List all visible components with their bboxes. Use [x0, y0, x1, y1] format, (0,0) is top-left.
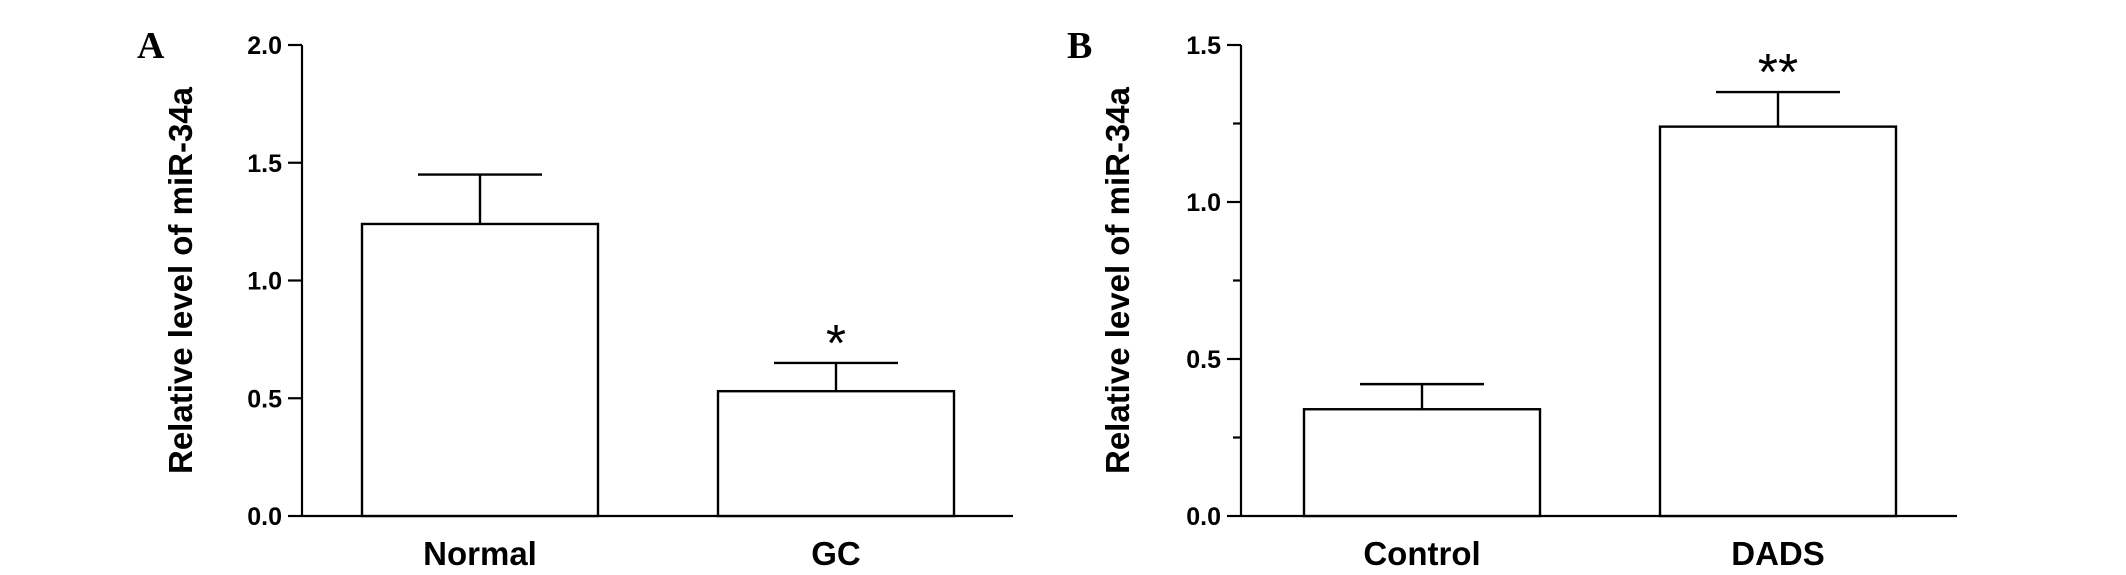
significance-marker: ** [1758, 44, 1798, 102]
y-tick-label: 2.0 [247, 32, 282, 60]
bar-normal [360, 222, 600, 518]
panel-letter: B [1067, 25, 1092, 67]
x-category-label: DADS [1731, 535, 1825, 572]
y-tick-label: 0.0 [1186, 503, 1221, 531]
x-category-label: Control [1363, 535, 1480, 572]
bar-gc [716, 389, 956, 518]
y-axis-title: Relative level of miR-34a [162, 86, 199, 474]
panel-letter: A [137, 25, 165, 67]
bar-control [1302, 408, 1542, 518]
x-category-label: GC [811, 535, 861, 572]
y-tick-label: 0.0 [247, 503, 282, 531]
significance-marker: * [826, 315, 846, 373]
panel-b: B 0.0 0.5 1.0 1.5 Relative level of miR-34a Co… [1067, 25, 1957, 572]
panel-a: A 0.0 0.5 1.0 1.5 2.0 Relative level of miR-34… [137, 25, 1013, 572]
y-tick-label: 0.5 [247, 385, 282, 413]
bar-dads [1658, 125, 1898, 518]
y-axis-title: Relative level of miR-34a [1099, 86, 1136, 474]
y-tick-label: 1.0 [1186, 189, 1221, 217]
y-tick-label: 1.5 [1186, 32, 1221, 60]
y-tick-label: 1.0 [247, 268, 282, 296]
y-tick-label: 1.5 [247, 150, 282, 178]
x-category-label: Normal [423, 535, 537, 572]
y-tick-label: 0.5 [1186, 346, 1221, 374]
